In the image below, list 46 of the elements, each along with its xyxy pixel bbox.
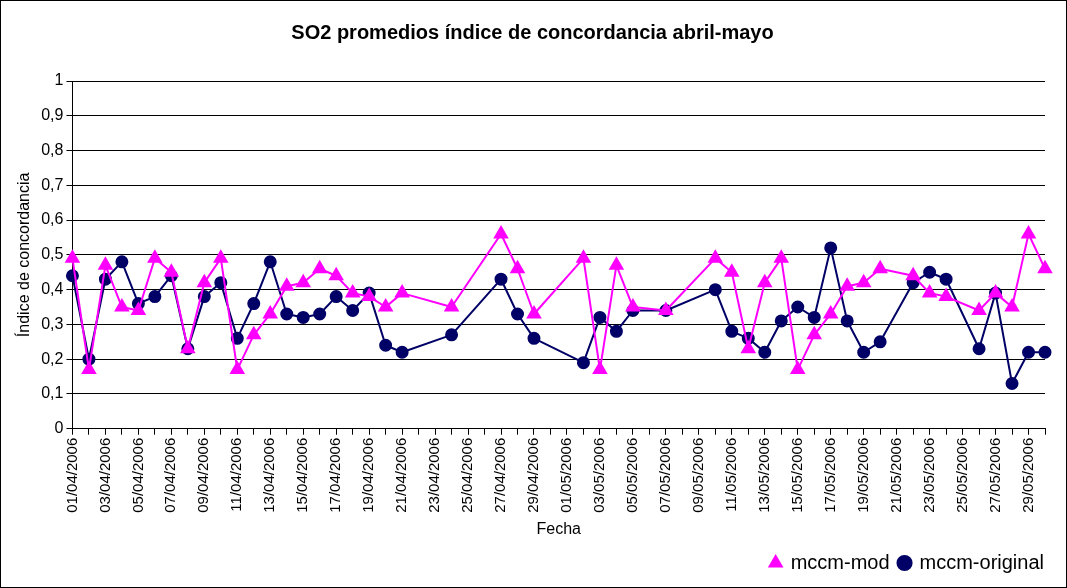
- x-tick-label: 03/04/2006: [95, 437, 113, 513]
- y-tick-label: 1: [54, 71, 64, 89]
- x-tick-label: 23/04/2006: [425, 437, 443, 513]
- y-tick-label: 0,5: [41, 245, 64, 263]
- y-axis-title: Índice de concordancia: [14, 172, 33, 338]
- x-tick-label: 11/04/2006: [227, 437, 245, 512]
- x-tick-label: 01/05/2006: [557, 437, 575, 513]
- x-tick-label: 09/04/2006: [194, 437, 212, 513]
- x-tick-label: 17/04/2006: [326, 437, 344, 513]
- x-tick-label: 27/05/2006: [985, 437, 1003, 513]
- x-tick-label: 21/04/2006: [392, 437, 410, 513]
- x-tick-label: 19/05/2006: [853, 437, 871, 513]
- x-axis-title: Fecha: [536, 519, 582, 537]
- y-tick-label: 0,4: [41, 280, 64, 298]
- x-tick-label: 03/05/2006: [590, 437, 608, 513]
- y-tick-label: 0,9: [41, 106, 64, 124]
- x-tick-label: 15/05/2006: [787, 437, 805, 513]
- x-tick-label: 01/04/2006: [62, 437, 80, 513]
- y-tick-label: 0,3: [41, 314, 64, 332]
- y-tick-label: 0,7: [41, 175, 64, 193]
- x-tick-label: 07/04/2006: [161, 437, 179, 513]
- x-tick-label: 09/05/2006: [688, 437, 706, 513]
- x-tick-label: 15/04/2006: [293, 437, 311, 513]
- y-tick-label: 0,8: [41, 140, 64, 158]
- x-tick-label: 07/05/2006: [656, 437, 674, 513]
- y-tick-label: 0,6: [41, 210, 64, 228]
- x-tick-label: 11/05/2006: [721, 437, 739, 512]
- x-tick-label: 27/04/2006: [491, 437, 509, 513]
- x-tick-label: 25/04/2006: [458, 437, 476, 513]
- y-tick-label: 0,1: [41, 384, 64, 402]
- y-tick-label: 0,2: [41, 349, 64, 367]
- x-tick-label: 05/05/2006: [623, 437, 641, 513]
- x-tick-label: 25/05/2006: [952, 437, 970, 513]
- legend-label: mccm-mod: [790, 550, 890, 573]
- x-tick-label: 17/05/2006: [820, 437, 838, 513]
- x-tick-label: 19/04/2006: [359, 437, 377, 513]
- x-tick-label: 29/04/2006: [524, 437, 542, 513]
- y-tick-label: 0: [54, 419, 64, 437]
- chart-title: SO2 promedios índice de concordancia abril-mayo: [291, 20, 774, 43]
- x-tick-label: 21/05/2006: [886, 437, 904, 513]
- x-tick-label: 29/05/2006: [1018, 437, 1036, 513]
- x-tick-label: 13/05/2006: [754, 437, 772, 513]
- x-tick-label: 05/04/2006: [128, 437, 146, 513]
- x-tick-label: 13/04/2006: [260, 437, 278, 513]
- x-tick-label: 23/05/2006: [919, 437, 937, 513]
- legend-label: mccm-original: [919, 550, 1045, 573]
